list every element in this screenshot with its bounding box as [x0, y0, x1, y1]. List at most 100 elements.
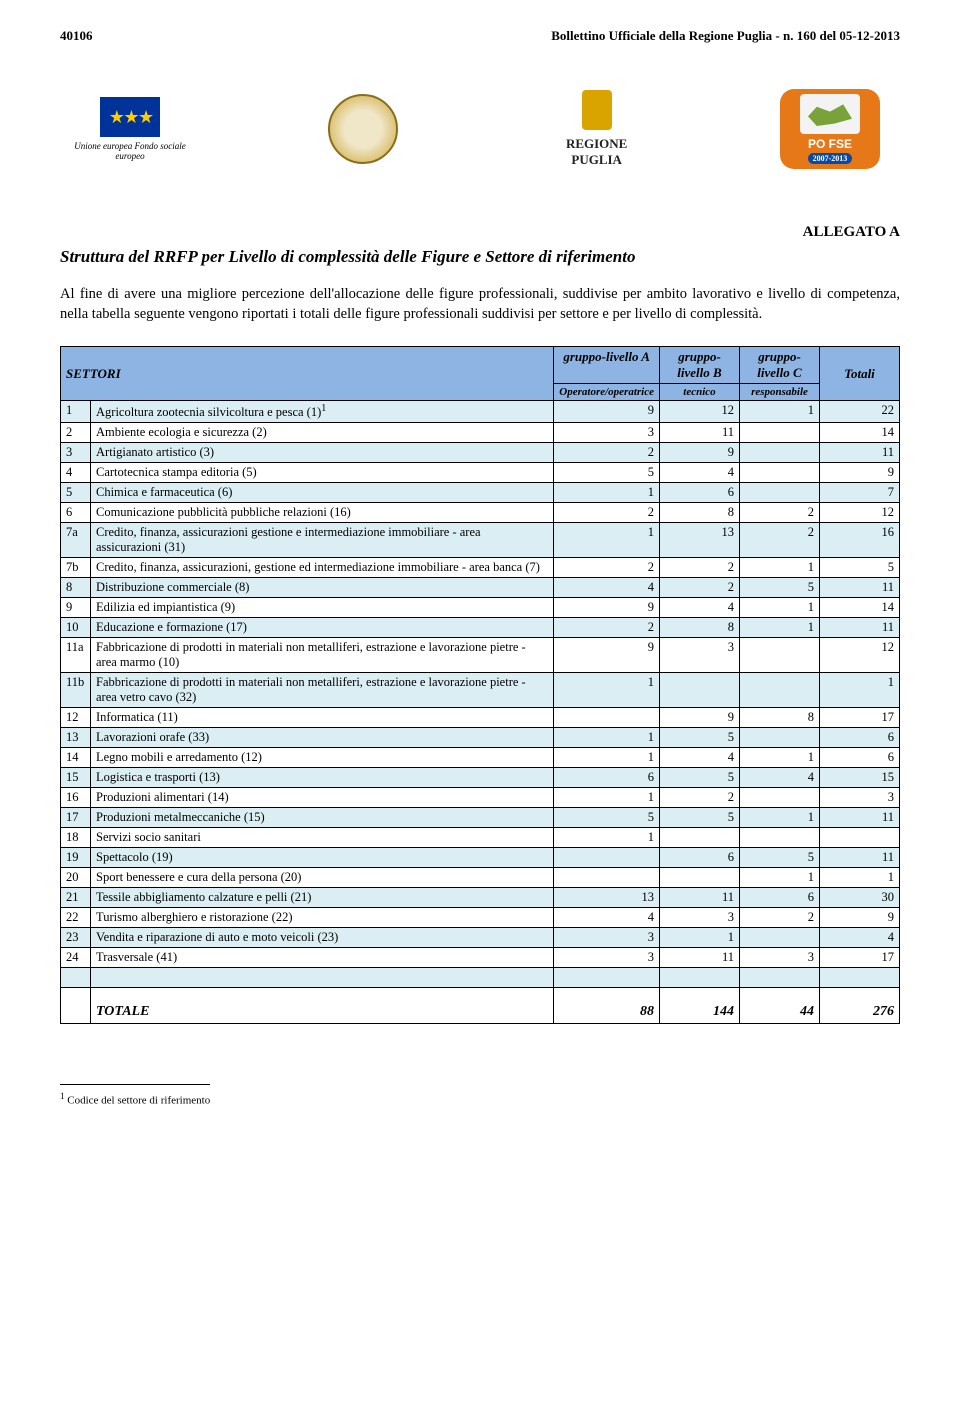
puglia-brand-line2: PUGLIA [566, 152, 627, 168]
row-value-b: 4 [660, 463, 740, 483]
eu-flag-icon: ★ ★ ★ [100, 97, 160, 137]
table-row: 23Vendita e riparazione di auto e moto v… [61, 928, 900, 948]
row-value-c: 1 [740, 558, 820, 578]
row-sector-name: Lavorazioni orafe (33) [91, 728, 554, 748]
row-value-t: 16 [820, 523, 900, 558]
row-value-b: 8 [660, 503, 740, 523]
row-value-b: 2 [660, 578, 740, 598]
row-value-a: 2 [554, 503, 660, 523]
table-row: 24Trasversale (41)311317 [61, 948, 900, 968]
table-row: 2Ambiente ecologia e sicurezza (2)31114 [61, 423, 900, 443]
row-value-t: 1 [820, 868, 900, 888]
page-header: 40106 Bollettino Ufficiale della Regione… [60, 28, 900, 44]
row-value-b: 11 [660, 948, 740, 968]
spacer-cell [660, 968, 740, 988]
table-row: 16Produzioni alimentari (14)123 [61, 788, 900, 808]
row-index: 12 [61, 708, 91, 728]
spacer-cell [740, 968, 820, 988]
row-value-a: 1 [554, 673, 660, 708]
row-index: 13 [61, 728, 91, 748]
row-value-b: 4 [660, 598, 740, 618]
row-sector-name: Distribuzione commerciale (8) [91, 578, 554, 598]
row-sector-name: Fabbricazione di prodotti in materiali n… [91, 673, 554, 708]
row-value-t: 30 [820, 888, 900, 908]
table-row: 9Edilizia ed impiantistica (9)94114 [61, 598, 900, 618]
row-value-a: 9 [554, 401, 660, 423]
row-value-a: 9 [554, 598, 660, 618]
row-index: 6 [61, 503, 91, 523]
attachment-label: ALLEGATO A [60, 224, 900, 241]
row-value-t: 12 [820, 638, 900, 673]
logo-po-fse: PO FSE 2007-2013 [770, 84, 890, 174]
row-value-b: 12 [660, 401, 740, 423]
row-value-a [554, 848, 660, 868]
table-row: 19Spettacolo (19)6511 [61, 848, 900, 868]
row-value-b [660, 673, 740, 708]
republic-emblem-icon [328, 94, 398, 164]
row-value-a: 1 [554, 483, 660, 503]
table-row: 15Logistica e trasporti (13)65415 [61, 768, 900, 788]
row-value-t: 3 [820, 788, 900, 808]
row-value-b: 1 [660, 928, 740, 948]
row-sector-name: Trasversale (41) [91, 948, 554, 968]
row-value-c: 4 [740, 768, 820, 788]
row-value-b: 3 [660, 908, 740, 928]
row-sector-name: Agricoltura zootecnia silvicoltura e pes… [91, 401, 554, 423]
row-value-a: 4 [554, 908, 660, 928]
row-value-a: 3 [554, 423, 660, 443]
row-value-c: 6 [740, 888, 820, 908]
table-spacer-row [61, 968, 900, 988]
row-value-a [554, 708, 660, 728]
row-sector-name: Comunicazione pubblicità pubbliche relaz… [91, 503, 554, 523]
row-value-c: 2 [740, 503, 820, 523]
row-value-t: 14 [820, 598, 900, 618]
row-sector-name: Vendita e riparazione di auto e moto vei… [91, 928, 554, 948]
row-value-a: 1 [554, 728, 660, 748]
footnote-separator [60, 1084, 210, 1085]
row-value-a: 13 [554, 888, 660, 908]
row-value-a: 3 [554, 928, 660, 948]
row-sector-name: Servizi socio sanitari [91, 828, 554, 848]
row-index: 3 [61, 443, 91, 463]
row-index: 9 [61, 598, 91, 618]
total-value-b: 144 [660, 988, 740, 1024]
row-sector-name: Produzioni metalmeccaniche (15) [91, 808, 554, 828]
table-row: 4Cartotecnica stampa editoria (5)549 [61, 463, 900, 483]
table-row: 13Lavorazioni orafe (33)156 [61, 728, 900, 748]
col-header-group-a: gruppo-livello A [554, 347, 660, 384]
row-value-a: 9 [554, 638, 660, 673]
row-value-c [740, 423, 820, 443]
row-sector-name: Informatica (11) [91, 708, 554, 728]
footnote-text: Codice del settore di riferimento [65, 1095, 211, 1107]
row-value-t: 14 [820, 423, 900, 443]
row-sector-name: Ambiente ecologia e sicurezza (2) [91, 423, 554, 443]
header-page-number: 40106 [60, 28, 93, 44]
row-index: 22 [61, 908, 91, 928]
row-value-c [740, 728, 820, 748]
row-sector-name: Legno mobili e arredamento (12) [91, 748, 554, 768]
total-label: TOTALE [91, 988, 554, 1024]
row-value-t: 15 [820, 768, 900, 788]
col-subheader-c: responsabile [740, 384, 820, 401]
row-index: 7a [61, 523, 91, 558]
row-value-b: 11 [660, 888, 740, 908]
document-title: Struttura del RRFP per Livello di comple… [60, 247, 900, 267]
row-index: 8 [61, 578, 91, 598]
row-value-c: 2 [740, 908, 820, 928]
footnote: 1 Codice del settore di riferimento [60, 1091, 900, 1107]
row-index: 19 [61, 848, 91, 868]
row-value-t: 11 [820, 578, 900, 598]
row-sector-name: Artigianato artistico (3) [91, 443, 554, 463]
row-value-b: 3 [660, 638, 740, 673]
sectors-table: SETTORI gruppo-livello A gruppo-livello … [60, 346, 900, 1024]
row-value-c [740, 928, 820, 948]
row-sector-name: Spettacolo (19) [91, 848, 554, 868]
row-sector-name: Cartotecnica stampa editoria (5) [91, 463, 554, 483]
table-row: 6Comunicazione pubblicità pubbliche rela… [61, 503, 900, 523]
row-sector-name: Edilizia ed impiantistica (9) [91, 598, 554, 618]
row-index: 16 [61, 788, 91, 808]
row-value-b [660, 868, 740, 888]
table-row: 22Turismo alberghiero e ristorazione (22… [61, 908, 900, 928]
spacer-cell [91, 968, 554, 988]
row-sector-name: Credito, finanza, assicurazioni, gestion… [91, 558, 554, 578]
